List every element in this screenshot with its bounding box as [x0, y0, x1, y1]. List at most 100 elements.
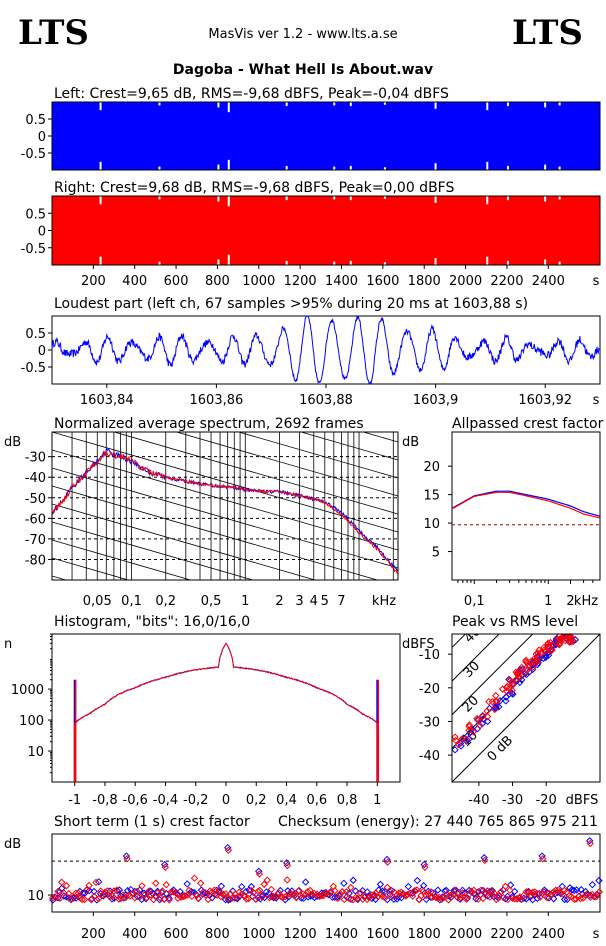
crest-point-left — [383, 895, 392, 904]
crest-point-left — [260, 893, 269, 902]
y-tick-label: 5 — [432, 546, 440, 561]
crest-point-right — [244, 894, 253, 903]
crest-point-left — [404, 882, 413, 891]
crest-point-left — [422, 895, 430, 904]
x-tick-label: 0,1 — [121, 594, 142, 609]
crest-point-right — [267, 885, 276, 894]
data-point-left — [465, 735, 473, 743]
crest-point-left — [442, 886, 450, 895]
y-tick-label: -30 — [25, 451, 46, 466]
x-tick-label: 1800 — [408, 927, 441, 942]
y-tick-label: 10 — [27, 745, 44, 760]
x-tick-label: 800 — [205, 274, 230, 289]
spectrum-plot-area — [52, 432, 398, 580]
data-point-right — [540, 646, 548, 654]
crest-line — [452, 634, 600, 782]
y-tick-label: 1000 — [11, 683, 44, 698]
data-point-left — [509, 679, 517, 688]
crest-point-right — [103, 887, 112, 895]
crest-point-right — [419, 887, 428, 895]
crest-point-right — [334, 894, 342, 903]
crest-point-right — [204, 895, 212, 904]
crest-point-right — [331, 887, 339, 895]
crest-point-right — [215, 886, 223, 894]
crest-point-right — [242, 895, 251, 903]
waveform-gap — [434, 102, 437, 109]
crest-point-right — [283, 876, 291, 884]
data-point-right — [492, 691, 500, 700]
waveform-gap — [544, 164, 547, 170]
crest-point-right — [462, 895, 471, 904]
x-tick-label: 1400 — [325, 927, 358, 942]
data-point-left — [542, 653, 550, 662]
crest-point-right — [581, 891, 590, 899]
crest-point-right — [492, 895, 501, 904]
crest-point-right — [393, 891, 401, 899]
waveform-gap — [217, 259, 220, 265]
crest-point-right — [80, 895, 89, 904]
waveform-gap — [285, 102, 288, 107]
waveform-gap — [544, 259, 547, 265]
crest-outlier-right — [421, 863, 429, 871]
crest-point-right — [51, 893, 60, 902]
waveform-gap — [506, 102, 509, 107]
data-point-right — [485, 697, 493, 706]
waveform-gap — [99, 256, 102, 265]
slope-line — [52, 449, 398, 551]
crest-line — [452, 634, 534, 716]
crest-outlier-left — [224, 843, 232, 852]
x-tick-label: 1 — [373, 793, 381, 808]
crest-point-right — [428, 893, 437, 901]
panel-title: Histogram, "bits": 16,0/16,0 — [54, 614, 250, 630]
crest-point-right — [477, 886, 485, 894]
y-tick-label: -60 — [25, 512, 46, 527]
y-axis-label: dB — [4, 435, 21, 450]
x-tick-label: 0,1 — [464, 594, 485, 609]
x-unit: kHz — [372, 594, 396, 609]
crest-point-right — [285, 889, 293, 898]
waveform-gap — [99, 161, 102, 170]
crest-point-left — [85, 886, 94, 895]
plot-frame — [51, 833, 601, 913]
data-point-right — [509, 680, 517, 689]
crest-point-right — [565, 891, 574, 900]
x-tick-label: 1800 — [408, 274, 441, 289]
crest-point-right — [490, 889, 498, 897]
crest-point-right — [83, 886, 91, 894]
crest-point-right — [356, 889, 364, 897]
x-tick-label: -40 — [468, 793, 489, 808]
crest-point-right — [258, 893, 266, 901]
crest-outlier-right — [383, 858, 392, 866]
x-tick-label: 1 — [544, 594, 552, 609]
crest-point-left — [345, 889, 353, 898]
y-tick-label: 0 — [38, 130, 46, 145]
data-point-right — [532, 658, 541, 666]
crest-point-right — [158, 887, 167, 895]
crest-point-right — [438, 895, 446, 903]
panel-title: Left: Crest=9,65 dB, RMS=-9,68 dBFS, Pea… — [54, 86, 449, 102]
crest-point-right — [453, 893, 462, 902]
crest-point-right — [219, 890, 228, 899]
y-tick-label: -20 — [419, 682, 440, 697]
crest-point-right — [381, 894, 389, 902]
waveform-gap — [558, 102, 561, 106]
crest-point-right — [60, 889, 68, 897]
data-point-right — [478, 712, 487, 721]
y-tick-label: 0.5 — [25, 327, 46, 342]
waveform-gap — [285, 196, 288, 201]
crest-point-right — [395, 889, 403, 897]
data-point-right — [534, 649, 542, 657]
waveform-gap — [434, 258, 437, 265]
waveform-gap — [349, 102, 352, 107]
waveform-gap — [333, 102, 336, 106]
crest-point-right — [54, 887, 62, 896]
x-unit: s — [593, 274, 600, 289]
crest-point-right — [149, 895, 158, 904]
crest-point-right — [351, 893, 360, 902]
waveform-gap — [227, 102, 230, 113]
slope-line — [112, 432, 398, 515]
y-tick-label: 15 — [423, 489, 440, 504]
crest-outlier-right — [586, 839, 594, 848]
x-unit: dBFS — [566, 793, 599, 808]
crest-point-right — [501, 882, 510, 891]
